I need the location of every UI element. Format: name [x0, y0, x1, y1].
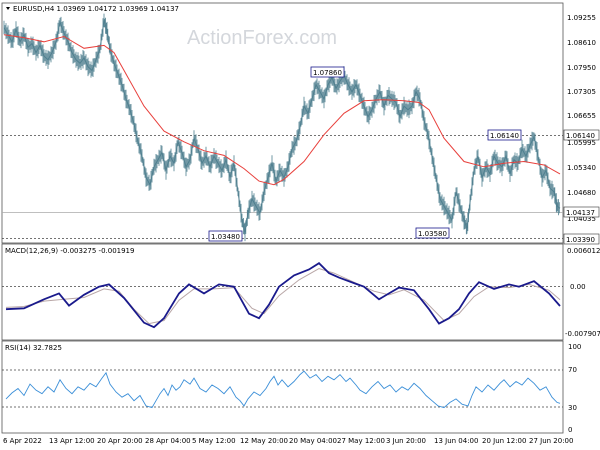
- y-tick-label: 70: [568, 366, 577, 374]
- annotation-label: 1.03580: [418, 230, 447, 238]
- x-tick-label: 20 Jun 12:00: [482, 437, 526, 445]
- annotation-1-06140: 1.06140: [487, 129, 522, 141]
- y-tick-label: 1.08610: [567, 39, 596, 47]
- annotation-label: 1.07860: [313, 69, 342, 77]
- level-high-box: 1.06140: [563, 129, 600, 141]
- x-tick-label: 27 May 12:00: [337, 437, 385, 445]
- annotation-1-07860: 1.07860: [310, 66, 345, 78]
- watermark-text: ActionForex.com: [187, 27, 337, 49]
- x-tick-label: 6 Apr 2022: [3, 437, 42, 445]
- y-tick-label: 30: [568, 404, 577, 412]
- macd-panel-title: MACD(12,26,9) -0.003275 -0.001919: [5, 247, 134, 255]
- y-tick-label: 1.04680: [567, 189, 596, 197]
- main-panel-frame: [1, 2, 564, 244]
- x-tick-label: 12 May 20:00: [240, 437, 288, 445]
- x-tick-label: 20 Apr 20:00: [97, 437, 143, 445]
- price-series-line: [3, 20, 561, 232]
- macd-signal-line: [5, 268, 561, 325]
- rsi-panel-title: RSI(14) 32.7825: [5, 344, 62, 352]
- x-tick-label: 13 Apr 12:00: [49, 437, 95, 445]
- dropdown-triangle-icon: [6, 7, 10, 10]
- annotation-label: 1.06140: [490, 132, 519, 140]
- annotation-1-03580: 1.03580: [415, 227, 450, 239]
- main-y-axis: 1.09255 1.08610 1.07950 1.07305 1.06655 …: [567, 14, 596, 223]
- y-tick-label: 1.06655: [567, 112, 596, 120]
- y-tick-label: 1.09255: [567, 14, 596, 22]
- main-title-group: EURUSD,H4 1.03969 1.04172 1.03969 1.0413…: [6, 5, 179, 13]
- x-axis: 6 Apr 2022 13 Apr 12:00 20 Apr 20:00 28 …: [3, 437, 573, 445]
- annotation-label: 1.03480: [211, 233, 240, 241]
- main-panel-title: EURUSD,H4 1.03969 1.04172 1.03969 1.0413…: [13, 5, 179, 13]
- y-tick-label: 0.006012: [567, 247, 600, 255]
- level-low-label: 1.03390: [566, 236, 595, 244]
- current-price-label: 1.04137: [566, 209, 595, 217]
- y-tick-label: 0.00: [570, 283, 586, 291]
- x-tick-label: 3 Jun 20:00: [386, 437, 426, 445]
- x-tick-label: 20 May 04:00: [289, 437, 337, 445]
- current-price-box: 1.04137: [563, 206, 600, 218]
- y-tick-label: 1.04035: [567, 215, 596, 223]
- y-tick-label: 1.05995: [567, 139, 596, 147]
- rsi-y-axis: 100 70 30 0: [568, 343, 581, 434]
- y-tick-label: 0: [568, 426, 572, 434]
- level-low-box: 1.03390: [563, 233, 600, 245]
- y-tick-label: -0.007907: [565, 330, 600, 338]
- x-tick-label: 28 Apr 04:00: [145, 437, 191, 445]
- y-tick-label: 1.07305: [567, 88, 596, 96]
- annotation-1-03480: 1.03480: [208, 230, 243, 242]
- rsi-line: [5, 370, 561, 409]
- moving-average-line: [3, 34, 561, 186]
- y-tick-label: 1.07950: [567, 64, 596, 72]
- rsi-panel-frame: [1, 340, 564, 434]
- level-high-label: 1.06140: [566, 132, 595, 140]
- x-tick-label: 27 Jun 20:00: [529, 437, 573, 445]
- y-tick-label: 100: [568, 343, 581, 351]
- x-tick-label: 13 Jun 04:00: [434, 437, 478, 445]
- macd-y-axis: 0.006012 0.00 -0.007907: [565, 247, 600, 338]
- y-tick-label: 1.05340: [567, 164, 596, 172]
- macd-panel-frame: [1, 243, 564, 341]
- macd-line: [5, 262, 561, 329]
- x-tick-label: 5 May 12:00: [192, 437, 236, 445]
